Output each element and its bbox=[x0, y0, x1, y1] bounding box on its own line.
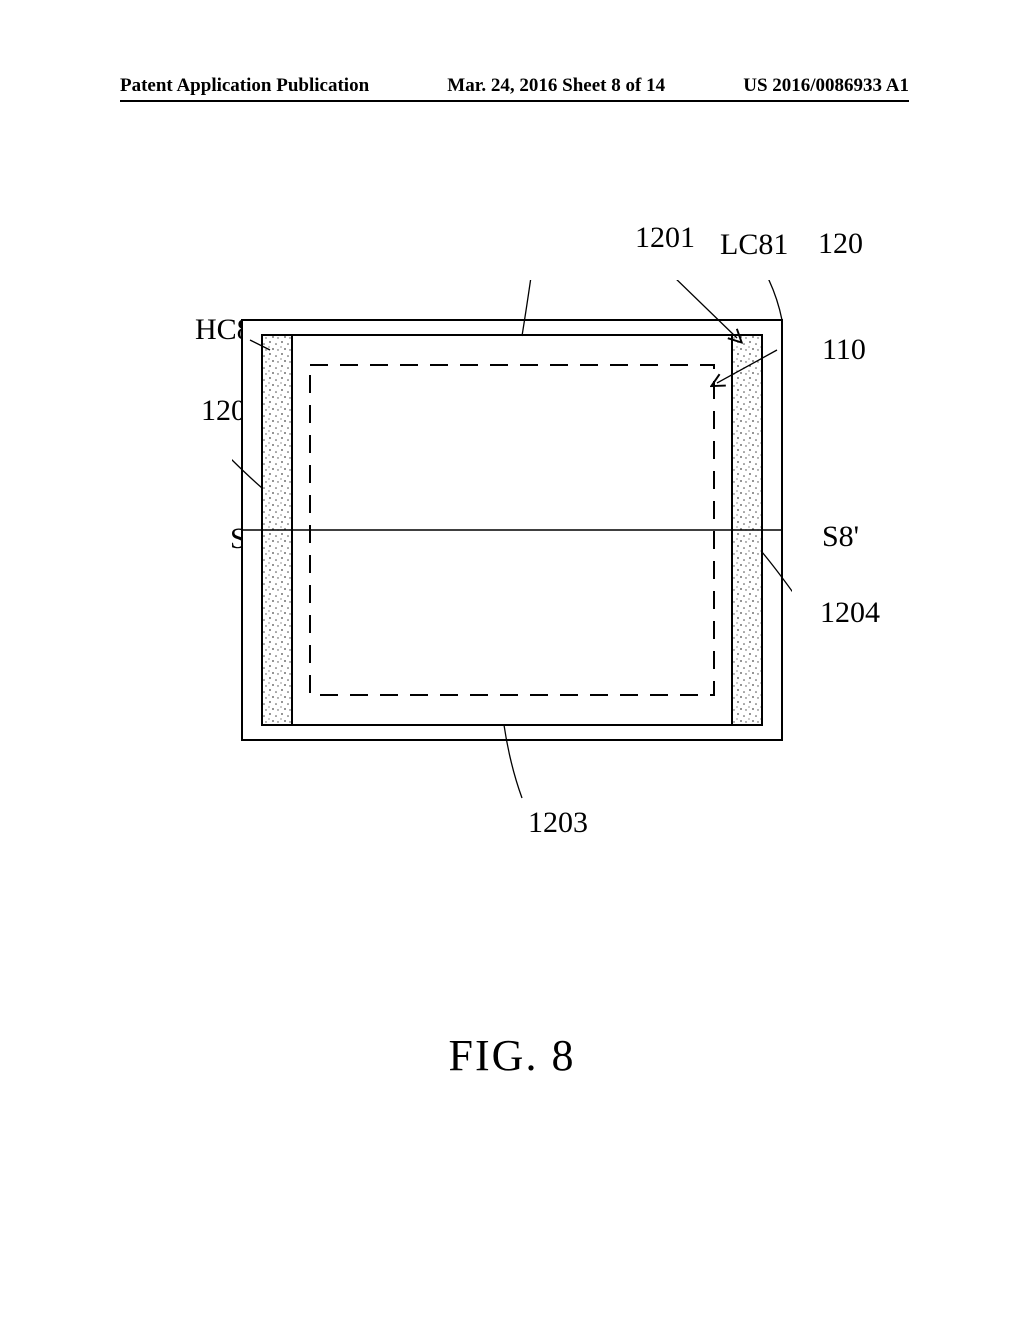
label-1203: 1203 bbox=[528, 806, 588, 840]
page: Patent Application Publication Mar. 24, … bbox=[0, 0, 1024, 1320]
label-LC81: LC81 bbox=[720, 228, 788, 262]
figure-caption: FIG. 8 bbox=[0, 1030, 1024, 1081]
header-rule bbox=[120, 100, 909, 102]
label-110: 110 bbox=[822, 333, 866, 367]
figure-svg bbox=[232, 280, 792, 800]
page-header: Patent Application Publication Mar. 24, … bbox=[120, 75, 909, 97]
label-120: 120 bbox=[818, 227, 863, 261]
header-center: Mar. 24, 2016 Sheet 8 of 14 bbox=[447, 75, 665, 97]
header-left: Patent Application Publication bbox=[120, 75, 369, 97]
label-S8p: S8' bbox=[822, 520, 859, 554]
header-right: US 2016/0086933 A1 bbox=[743, 75, 909, 97]
leader-120 bbox=[765, 280, 782, 320]
figure-area: 1201 LC81 120 HC81 110 1202 S8 S8' 1204 … bbox=[0, 200, 1024, 950]
label-1204: 1204 bbox=[820, 596, 880, 630]
figure-svg-wrap bbox=[232, 280, 792, 805]
label-1201: 1201 bbox=[635, 221, 695, 255]
